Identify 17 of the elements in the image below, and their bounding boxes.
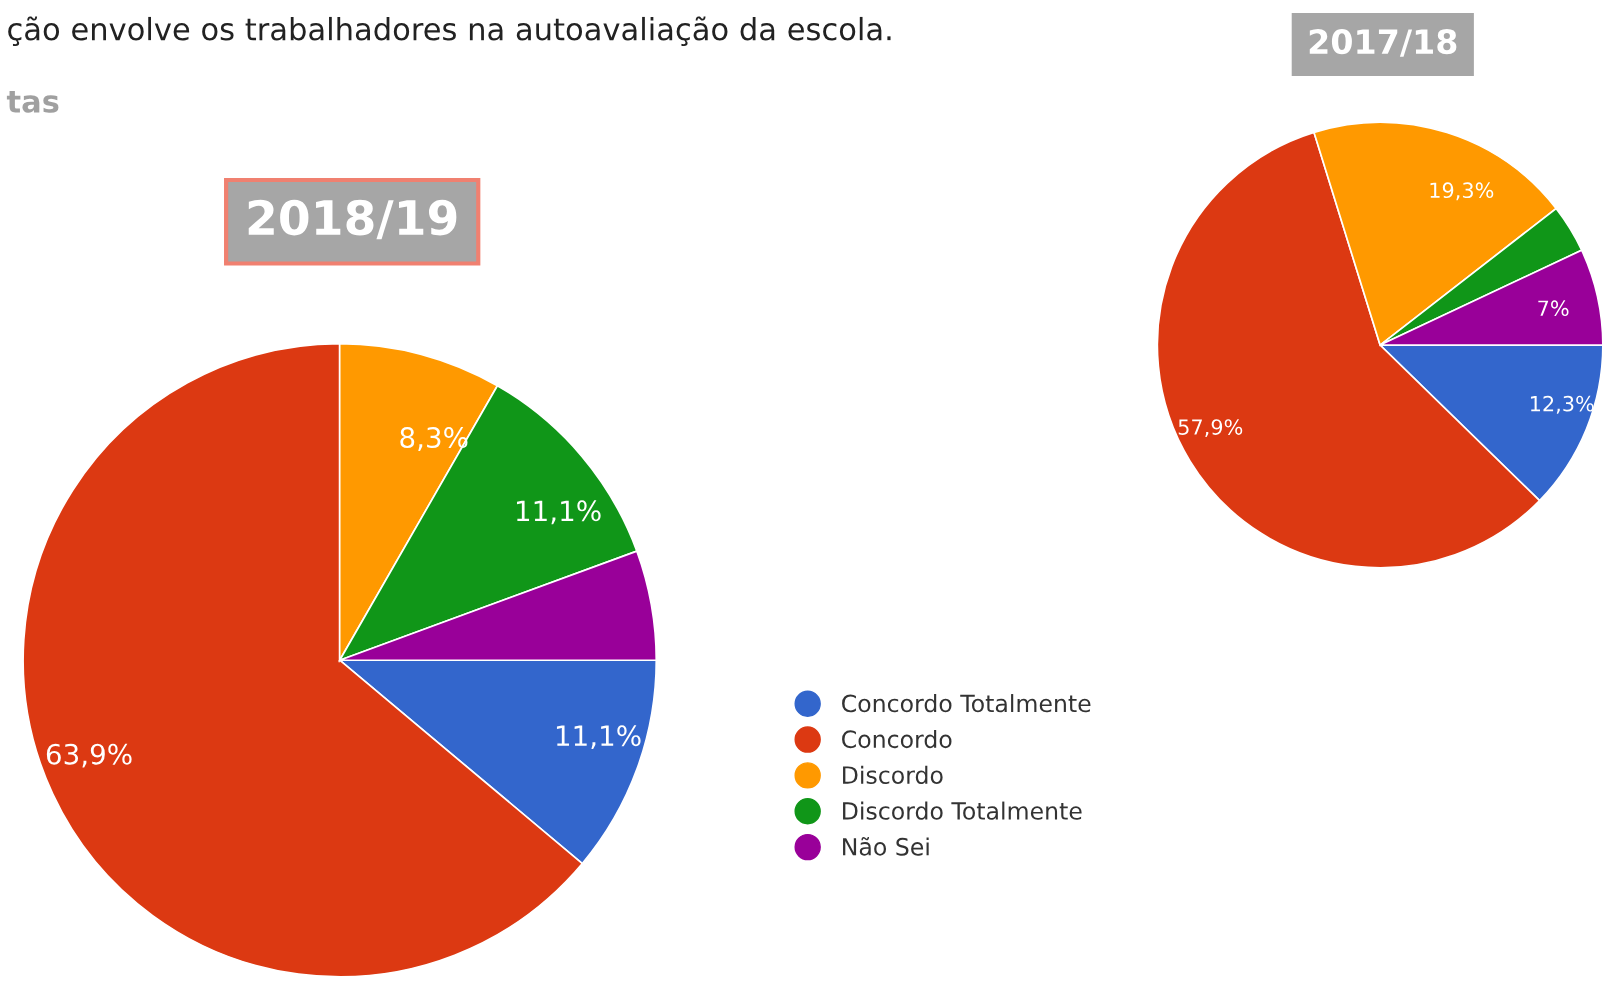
data-label: 12,3%	[1530, 395, 1594, 414]
legend-label: Discordo	[843, 765, 943, 784]
data-label: 63,9%	[46, 743, 132, 768]
legend-label: Concordo	[842, 729, 952, 749]
legend-label: Concordo Totalmente	[842, 694, 1091, 713]
data-label: 11,1%	[556, 725, 641, 750]
legend-label: Discordo Totalmente	[843, 801, 1082, 820]
data-label: 7%	[1538, 300, 1569, 317]
legend-label: Não Sei	[843, 837, 929, 856]
data-label: 57,9%	[1178, 419, 1243, 438]
text: tas	[6, 90, 59, 113]
data-label: 11,1%	[516, 500, 601, 525]
chart-title: 2017/18	[1309, 29, 1457, 57]
data-label: 8,3%	[400, 427, 468, 451]
chart-title: 2018/19	[248, 199, 457, 240]
text: ção envolve os trabalhadores na autoavaliação da escola.	[8, 16, 891, 47]
data-label: 19,3%	[1430, 182, 1494, 201]
